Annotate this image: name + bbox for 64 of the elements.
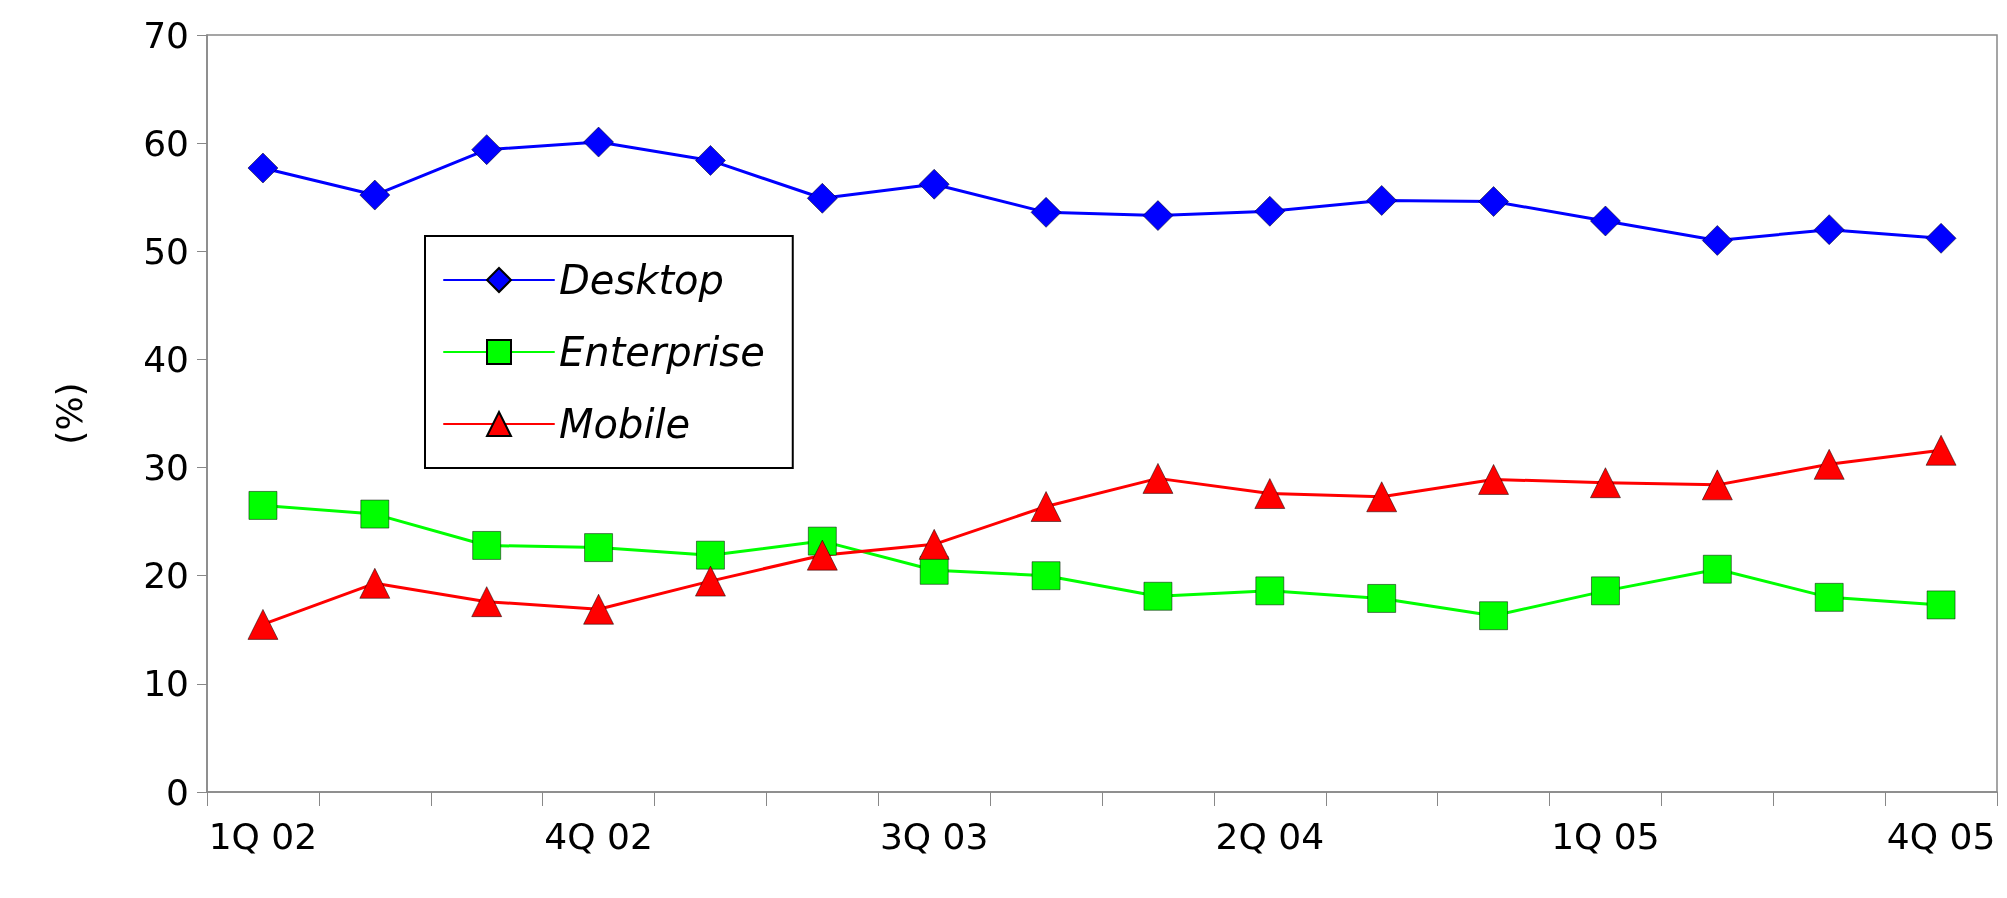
y-tick-label: 40	[143, 338, 189, 380]
point	[1142, 200, 1174, 231]
point	[1591, 576, 1620, 606]
legend-label: Desktop	[559, 257, 724, 303]
point	[471, 586, 502, 617]
point	[1031, 561, 1061, 590]
point	[359, 568, 391, 599]
point	[583, 593, 614, 625]
point	[1143, 582, 1173, 611]
point	[1590, 205, 1621, 237]
point	[1030, 491, 1062, 522]
point	[1479, 601, 1508, 630]
y-tick-label: 0	[166, 771, 189, 813]
x-tick-label: 3Q 03	[879, 815, 989, 857]
point	[1142, 463, 1174, 494]
x-tick-label: 1Q 05	[1551, 815, 1660, 857]
y-tick-label: 30	[143, 447, 189, 489]
point	[1254, 196, 1286, 227]
point	[807, 183, 838, 214]
point	[1703, 554, 1732, 584]
x-tick-label: 1Q 02	[208, 815, 318, 857]
point	[1366, 185, 1397, 216]
point	[1366, 481, 1397, 513]
point	[1254, 478, 1286, 509]
legend-label: Mobile	[559, 401, 691, 447]
point	[1702, 225, 1733, 256]
point	[1255, 576, 1285, 606]
point	[359, 179, 391, 211]
point	[1367, 584, 1396, 613]
x-tick-label: 2Q 04	[1215, 815, 1325, 857]
point	[1478, 464, 1509, 495]
point	[360, 499, 390, 529]
point	[247, 152, 279, 184]
point	[695, 145, 726, 176]
point	[583, 126, 614, 158]
y-tick-label: 60	[143, 122, 189, 164]
y-tick-label: 20	[143, 555, 189, 597]
x-tick-label: 4Q 05	[1886, 815, 1996, 857]
x-tick-label: 4Q 02	[544, 815, 653, 857]
point	[584, 533, 613, 562]
point	[1813, 214, 1845, 245]
point	[695, 565, 726, 597]
point	[1478, 186, 1509, 217]
point	[1813, 449, 1845, 480]
point	[472, 531, 501, 560]
point	[247, 609, 279, 640]
point	[1925, 435, 1957, 466]
point	[1814, 583, 1844, 612]
y-tick-label: 70	[143, 14, 189, 56]
point	[1925, 223, 1957, 254]
point	[471, 134, 502, 165]
legend-label: Enterprise	[559, 329, 765, 375]
y-tick-label: 50	[143, 230, 189, 272]
point	[918, 168, 950, 200]
y-axis-title: (%)	[48, 382, 90, 445]
point	[1926, 590, 1956, 620]
point	[807, 539, 838, 571]
y-tick-label: 10	[143, 663, 189, 705]
point	[1702, 469, 1733, 501]
point	[696, 540, 725, 570]
point	[918, 529, 950, 560]
point	[1590, 467, 1621, 498]
point	[1030, 197, 1062, 228]
point	[248, 491, 278, 520]
